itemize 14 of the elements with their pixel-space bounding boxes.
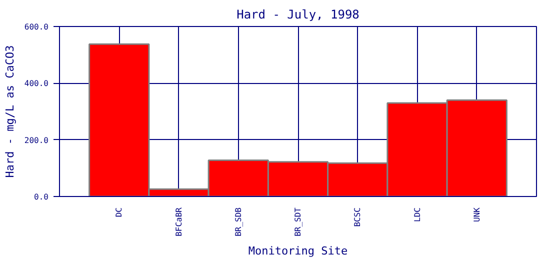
x-tick-label: BR_SDB [234,207,243,236]
x-axis-title: Monitoring Site [248,244,348,258]
x-tick-label: DC [114,207,124,218]
x-tick-label: BR_SDT [294,207,302,236]
y-tick-label: 0.0 [34,192,49,202]
chart-title: Hard - July, 1998 [236,8,360,22]
x-tick-label: LDC [412,207,422,222]
x-tick-label: UNK [472,207,482,222]
x-tick-label: BFCaBR [174,207,184,236]
y-tick-label: 400.0 [24,79,49,88]
x-tick-label: BCSC [353,207,362,227]
y-tick-label: 600.0 [24,22,49,32]
y-axis-title: Hard - mg/L as CaCO3 [3,45,16,178]
y-tick-label: 200.0 [24,136,49,145]
